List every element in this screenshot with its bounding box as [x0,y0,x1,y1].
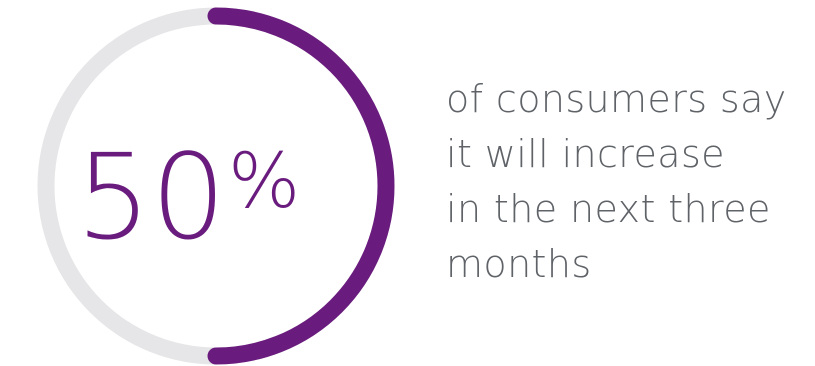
percent-sign: % [228,136,300,225]
stat-caption: of consumers say it will increase in the… [446,72,806,292]
caption-line: months [446,242,592,286]
caption-line: it will increase [446,132,725,176]
percent-value: 50 [76,128,226,266]
caption-line: of consumers say [446,77,787,121]
ring-progress-arc [207,7,395,365]
caption-line: in the next three [446,187,771,231]
